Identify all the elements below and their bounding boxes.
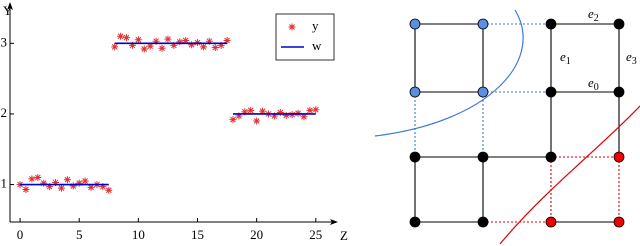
y-arrow bbox=[7, 2, 13, 10]
node bbox=[409, 86, 421, 98]
node bbox=[613, 151, 625, 163]
node bbox=[545, 151, 557, 163]
edge-label: e1 bbox=[560, 49, 571, 67]
point bbox=[123, 34, 131, 42]
point bbox=[282, 111, 290, 119]
point bbox=[229, 116, 237, 124]
point bbox=[247, 106, 255, 114]
label-sub: 1 bbox=[566, 56, 571, 67]
node bbox=[613, 86, 625, 98]
point bbox=[152, 37, 160, 45]
label-base: e bbox=[626, 49, 632, 64]
point bbox=[146, 42, 154, 50]
point bbox=[182, 36, 190, 44]
x-tick-label: 20 bbox=[250, 227, 263, 242]
x-tick-label: 15 bbox=[191, 227, 204, 242]
label-sub: 2 bbox=[594, 13, 599, 24]
point bbox=[300, 113, 308, 121]
label-sub: 3 bbox=[632, 56, 637, 67]
point bbox=[22, 186, 30, 194]
label-base: e bbox=[588, 75, 594, 90]
x-tick-label: 25 bbox=[309, 227, 322, 242]
node bbox=[613, 216, 625, 228]
point bbox=[276, 109, 284, 117]
point bbox=[235, 112, 243, 120]
point bbox=[241, 108, 249, 116]
point bbox=[270, 112, 278, 120]
point bbox=[205, 37, 213, 45]
node bbox=[545, 86, 557, 98]
legend-label: w bbox=[312, 38, 322, 53]
point bbox=[217, 41, 225, 49]
point bbox=[81, 177, 89, 185]
node bbox=[477, 86, 489, 98]
point bbox=[140, 45, 148, 53]
red-curve bbox=[499, 105, 640, 245]
node bbox=[409, 18, 421, 30]
point bbox=[170, 41, 178, 49]
y-tick-label: 1 bbox=[1, 176, 8, 191]
point bbox=[111, 43, 119, 51]
x-arrow bbox=[330, 219, 338, 225]
point bbox=[312, 106, 320, 114]
node bbox=[409, 216, 421, 228]
point bbox=[28, 175, 36, 183]
y-axis-label: Y bbox=[3, 3, 13, 18]
point bbox=[158, 44, 166, 52]
x-tick-label: 0 bbox=[17, 227, 24, 242]
label-base: e bbox=[560, 49, 566, 64]
node bbox=[409, 151, 421, 163]
node bbox=[477, 216, 489, 228]
x-axis-label: Z bbox=[340, 228, 348, 243]
label-base: e bbox=[588, 6, 594, 21]
legend-box bbox=[275, 13, 335, 61]
node bbox=[477, 18, 489, 30]
node bbox=[545, 18, 557, 30]
x-tick-label: 5 bbox=[76, 227, 83, 242]
y-tick-label: 2 bbox=[1, 105, 8, 120]
point bbox=[128, 41, 136, 49]
node bbox=[477, 151, 489, 163]
point bbox=[134, 36, 142, 44]
node bbox=[613, 18, 625, 30]
point bbox=[87, 183, 95, 191]
point bbox=[306, 106, 314, 114]
label-sub: 0 bbox=[594, 82, 599, 93]
point bbox=[57, 184, 65, 192]
point bbox=[40, 179, 48, 187]
edge-label: e2 bbox=[588, 6, 599, 24]
edge-label: e3 bbox=[626, 49, 637, 67]
point bbox=[52, 178, 60, 186]
point bbox=[105, 186, 113, 194]
edge-label: e0 bbox=[588, 75, 599, 93]
point bbox=[176, 38, 184, 46]
point bbox=[63, 176, 71, 184]
point bbox=[199, 43, 207, 51]
blue-curve bbox=[374, 9, 524, 137]
y-tick-label: 3 bbox=[1, 34, 8, 49]
point bbox=[46, 183, 54, 191]
legend-label: y bbox=[312, 18, 319, 33]
point bbox=[164, 35, 172, 43]
point bbox=[75, 179, 83, 187]
x-tick-label: 10 bbox=[132, 227, 145, 242]
point bbox=[253, 117, 261, 125]
point bbox=[117, 32, 125, 40]
point bbox=[223, 36, 231, 44]
node bbox=[545, 216, 557, 228]
point bbox=[99, 183, 107, 191]
point bbox=[34, 174, 42, 182]
point bbox=[259, 107, 267, 115]
point bbox=[288, 23, 296, 31]
line bbox=[20, 42, 316, 186]
point bbox=[188, 41, 196, 49]
point bbox=[211, 44, 219, 52]
point bbox=[69, 182, 77, 190]
